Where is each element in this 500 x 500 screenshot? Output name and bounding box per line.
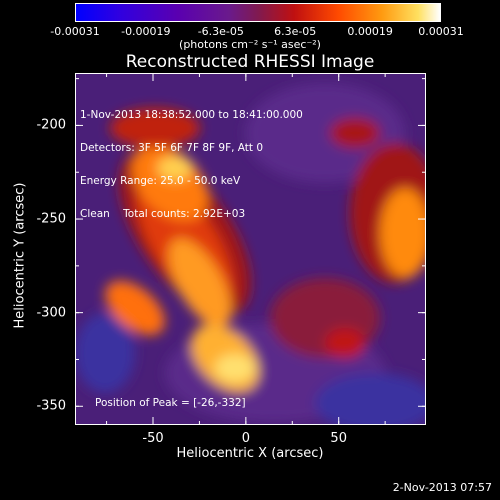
y-tick-label: -200 <box>36 117 66 133</box>
y-tick-label: -350 <box>36 398 66 414</box>
colorbar <box>75 3 441 22</box>
x-tick-label: 50 <box>330 431 347 446</box>
annotation-line-detectors: Detectors: 3F 5F 6F 7F 8F 9F, Att 0 <box>80 142 264 154</box>
annotation-line-time: 1-Nov-2013 18:38:52.000 to 18:41:00.000 <box>80 109 303 121</box>
y-axis-label: Heliocentric Y (arcsec) <box>12 182 28 329</box>
y-tick-label: -250 <box>36 211 66 227</box>
colorbar-tick-label: -0.00019 <box>121 25 171 38</box>
colorbar-units: (photons cm⁻² s⁻¹ asec⁻²) <box>179 38 321 51</box>
colorbar-tick-label: -6.3e-05 <box>197 25 244 38</box>
annotation-block: 1-Nov-2013 18:38:52.000 to 18:41:00.000 … <box>80 88 303 231</box>
colorbar-tick-label: 0.00031 <box>418 25 464 38</box>
colorbar-tick-label: 0.00019 <box>347 25 393 38</box>
timestamp-footer: 2-Nov-2013 07:57 <box>392 481 492 494</box>
y-tick-label: -300 <box>36 305 66 321</box>
reconstructed-image <box>75 73 426 425</box>
x-axis-label: Heliocentric X (arcsec) <box>176 446 324 461</box>
plot-area <box>75 73 426 425</box>
colorbar-tick-label: -0.00031 <box>50 25 100 38</box>
x-tick-label: -50 <box>142 431 164 446</box>
x-tick-label: 0 <box>241 431 250 446</box>
colorbar-tick-label: 6.3e-05 <box>274 25 317 38</box>
annotation-line-energy: Energy Range: 25.0 - 50.0 keV <box>80 175 241 187</box>
annotation-line-counts: Clean Total counts: 2.92E+03 <box>80 208 246 220</box>
peak-position-label: Position of Peak = [-26,-332] <box>95 397 246 409</box>
chart-title: Reconstructed RHESSI Image <box>125 52 375 72</box>
